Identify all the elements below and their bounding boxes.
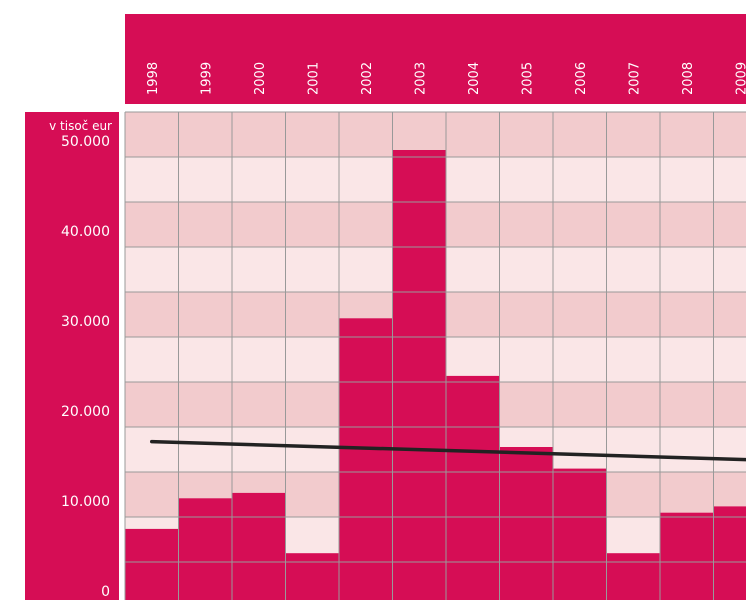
year-label: 2000 (253, 62, 268, 95)
bar-2000 (232, 492, 286, 600)
y-tick-label: 40.000 (61, 224, 110, 240)
bar-2003 (392, 150, 446, 600)
year-label: 2002 (360, 62, 375, 95)
bar-2008 (660, 512, 714, 600)
bar-2009 (713, 506, 746, 600)
bar-2007 (606, 553, 660, 600)
bar-2004 (446, 375, 500, 600)
y-unit-label: v tisoč eur (49, 119, 112, 133)
year-label: 2001 (306, 62, 321, 95)
year-label: 1998 (146, 62, 161, 95)
bar-2002 (339, 318, 393, 600)
bar-2005 (499, 447, 553, 600)
year-label: 1999 (199, 62, 214, 95)
y-tick-label: 0 (101, 584, 110, 600)
grid-lines (124, 111, 746, 600)
year-labels: 1998 1999 2000 2001 2002 2003 2004 2005 2006 2007… (146, 62, 746, 95)
year-label: 2003 (413, 62, 428, 95)
y-tick-label: 20.000 (61, 404, 110, 420)
trend-line (150, 439, 746, 462)
y-tick-label: 30.000 (61, 314, 110, 330)
background-band (125, 112, 746, 157)
year-label: 2009 (734, 62, 746, 95)
year-header (125, 14, 746, 104)
y-axis-panel (25, 112, 119, 600)
bar-2001 (285, 553, 339, 600)
trend-line-group (150, 439, 746, 462)
bar-2006 (553, 468, 607, 600)
y-tick-label: 50.000 (61, 134, 110, 150)
bar-1999 (178, 498, 232, 600)
year-label: 2008 (681, 62, 696, 95)
y-tick-label: 10.000 (61, 494, 110, 510)
year-label: 2006 (574, 62, 589, 95)
year-label: 2004 (467, 62, 482, 95)
bar-1998 (125, 528, 179, 600)
y-tick-labels: 0 10.000 20.000 30.000 40.000 50.000 (61, 134, 110, 600)
year-label: 2005 (520, 62, 535, 95)
year-label: 2007 (627, 62, 642, 95)
bars (125, 150, 746, 600)
